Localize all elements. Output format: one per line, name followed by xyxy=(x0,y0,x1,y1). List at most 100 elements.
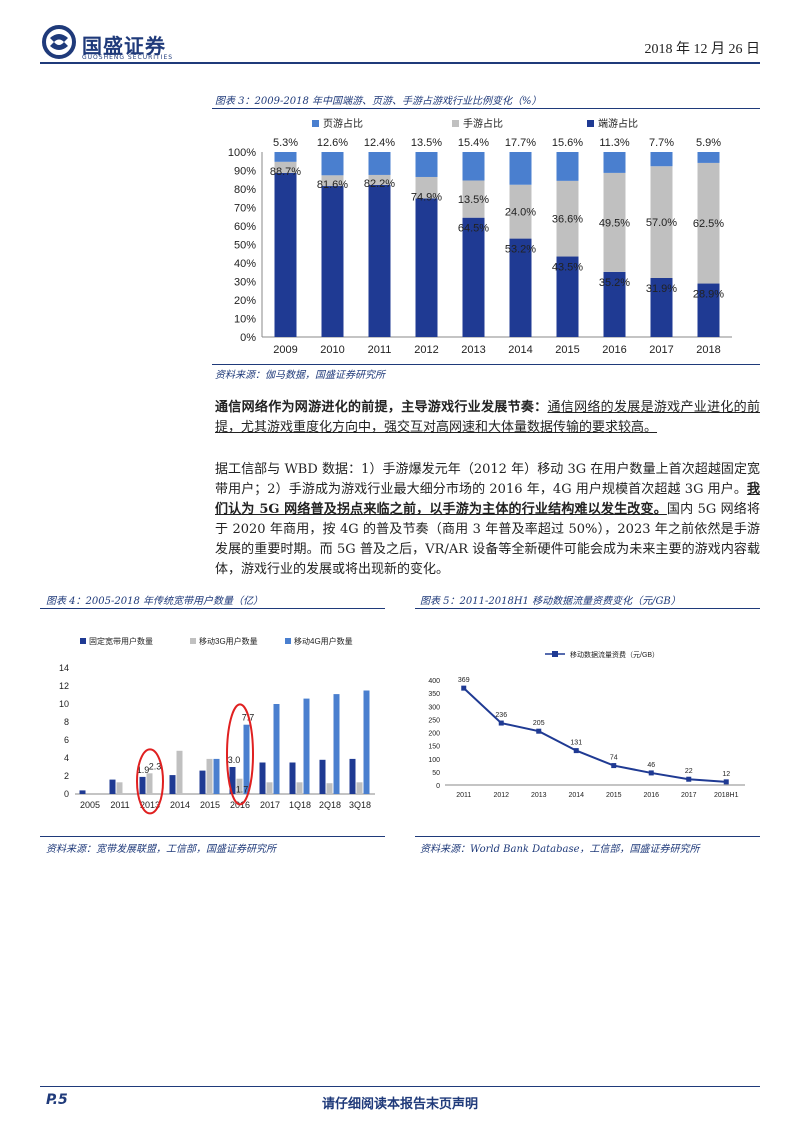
fig5-bottom-rule xyxy=(415,836,760,837)
brand-name: 国盛证券 xyxy=(82,34,166,58)
bar-segment xyxy=(603,152,626,173)
x-tick-label: 2Q18 xyxy=(319,800,341,810)
x-tick-label: 2015 xyxy=(606,792,622,799)
bar-segment xyxy=(556,180,579,257)
bar xyxy=(79,790,86,794)
data-label-top: 17.7% xyxy=(505,137,536,149)
data-label: 22 xyxy=(685,768,693,775)
bar xyxy=(139,776,146,794)
bar xyxy=(116,782,123,794)
bar-segment xyxy=(462,217,485,337)
fig5-title: 图表 5：2011-2018H1 移动数据流量资费变化（元/GB） xyxy=(420,596,681,607)
data-point xyxy=(461,685,467,691)
y-tick-label: 70% xyxy=(234,203,256,215)
bar-segment xyxy=(321,186,344,337)
paragraph-2-highlight: 我们认为 5G 网络普及拐点来临之前，以手游为主体的行业结构难以发生改变。 xyxy=(215,482,760,517)
fig5-line-chart: 0 50 100 150 200 250 300 350 400 移动数据流量资费（元/GB） 36… xyxy=(428,650,745,799)
x-tick-label: 2016 xyxy=(602,344,626,356)
bar-segment xyxy=(603,271,626,337)
fig3-title: 图表 3：2009-2018 年中国端游、页游、手游占游戏行业比例变化（%） xyxy=(215,96,542,107)
y-tick-label: 100% xyxy=(228,147,256,159)
y-tick-label: 40% xyxy=(234,258,256,270)
company-logo xyxy=(42,25,76,59)
data-label-bottom: 64.5% xyxy=(458,223,489,235)
data-label-bottom: 53.2% xyxy=(505,244,536,256)
data-label: 74 xyxy=(610,755,618,762)
bar xyxy=(319,759,326,794)
y-tick-label: 100 xyxy=(428,757,440,764)
fig4-source: 资料来源：宽带发展联盟，工信部，国盛证券研究所 xyxy=(46,844,276,855)
legend-label: 移动3G用户数量 xyxy=(199,636,258,646)
x-tick-label: 2011 xyxy=(456,792,471,799)
fig4-bar-chart: 0 2 4 6 8 10 12 14 固定宽带用户数量 移动3G用户数量 移动4G用户数量 2005 2… xyxy=(59,636,375,815)
data-label-bottom: 35.2% xyxy=(599,277,630,289)
data-label: 369 xyxy=(458,677,470,684)
y-tick-label: 10% xyxy=(234,314,256,326)
x-tick-label: 2014 xyxy=(170,800,190,810)
x-tick-label: 2018H1 xyxy=(714,792,739,799)
page-number: P.5 xyxy=(46,1092,68,1108)
bar-segment xyxy=(368,174,391,185)
x-tick-label: 2013 xyxy=(461,344,485,356)
x-tick-label: 2014 xyxy=(568,792,584,799)
data-label-top: 12.4% xyxy=(364,137,395,149)
fig3-stacked-bar-chart: 0% 10% 20% 30% 40% 50% 60% 70% 80% 90% 100% 页游占比 手游占… xyxy=(228,117,732,356)
bar-segment xyxy=(415,152,438,177)
y-tick-label: 0% xyxy=(240,332,256,344)
bar xyxy=(273,704,280,794)
data-label-top: 12.6% xyxy=(317,137,348,149)
y-tick-label: 60% xyxy=(234,221,256,233)
bar-segment xyxy=(509,238,532,337)
bar-segment xyxy=(556,256,579,337)
data-label-bottom: 88.7% xyxy=(270,166,301,178)
data-label-top: 15.4% xyxy=(458,137,489,149)
legend-marker xyxy=(552,651,558,657)
y-tick-label: 400 xyxy=(428,678,440,685)
data-label-top: 15.6% xyxy=(552,137,583,149)
header-divider xyxy=(40,62,760,64)
bar xyxy=(169,775,176,794)
bar-segment xyxy=(697,162,720,284)
x-tick-label: 2011 xyxy=(368,344,392,356)
data-point xyxy=(498,720,504,726)
x-tick-label: 2010 xyxy=(320,344,344,356)
x-tick-label: 2015 xyxy=(555,344,579,356)
bar-segment xyxy=(415,198,438,337)
bar-segment xyxy=(697,283,720,337)
paragraph-2: 据工信部与 WBD 数据：1）手游爆发元年（2012 年）移动 3G 在用户数量… xyxy=(215,460,760,580)
data-label-bottom: 31.9% xyxy=(646,283,677,295)
data-point xyxy=(536,728,542,734)
data-point xyxy=(573,748,579,754)
x-tick-label: 2013 xyxy=(531,792,547,799)
data-label: 3.0 xyxy=(228,755,241,765)
series-line xyxy=(463,687,727,783)
bar-segment xyxy=(368,184,391,337)
fig3-top-rule xyxy=(212,108,760,109)
footer-disclaimer: 请仔细阅读本报告末页声明 xyxy=(321,1097,478,1112)
bar xyxy=(289,762,296,794)
bar-segment xyxy=(274,161,297,173)
x-tick-label: 2011 xyxy=(110,800,129,810)
data-label-mid: 13.5% xyxy=(458,194,489,206)
x-tick-label: 2017 xyxy=(260,800,280,810)
x-tick-label: 2013 xyxy=(140,800,160,810)
bar-segment xyxy=(274,172,297,337)
bar-segment xyxy=(321,152,344,176)
data-point xyxy=(648,770,654,776)
y-tick-label: 14 xyxy=(59,663,69,673)
y-tick-label: 8 xyxy=(64,717,69,727)
y-tick-label: 20% xyxy=(234,295,256,307)
bar-segment xyxy=(697,152,720,163)
x-tick-label: 1Q18 xyxy=(289,800,311,810)
data-label-mid: 36.6% xyxy=(552,214,583,226)
x-tick-label: 2014 xyxy=(508,344,532,356)
legend-swatch xyxy=(587,120,594,127)
data-label-bottom: 28.9% xyxy=(693,289,724,301)
legend-swatch xyxy=(312,120,319,127)
y-tick-label: 50% xyxy=(234,240,256,252)
x-tick-label: 2012 xyxy=(414,344,438,356)
data-label-bottom: 82.2% xyxy=(364,178,395,190)
fig5-top-rule xyxy=(415,608,760,609)
x-tick-label: 2009 xyxy=(273,344,297,356)
fig5-source: 资料来源：World Bank Database，工信部，国盛证券研究所 xyxy=(420,844,700,855)
